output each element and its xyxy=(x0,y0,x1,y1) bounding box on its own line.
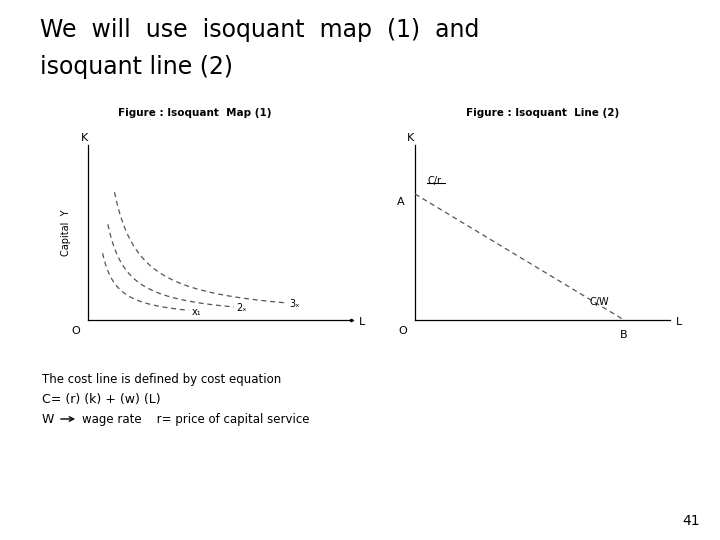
Text: O: O xyxy=(71,326,80,336)
Text: isoquant line (2): isoquant line (2) xyxy=(40,55,233,79)
Text: C/r: C/r xyxy=(427,176,441,186)
Text: B: B xyxy=(621,330,628,340)
Text: 2ₓ: 2ₓ xyxy=(236,303,247,313)
Text: wage rate    r= price of capital service: wage rate r= price of capital service xyxy=(82,413,310,426)
Text: L: L xyxy=(676,317,683,327)
Text: O: O xyxy=(398,326,407,336)
Text: L: L xyxy=(359,317,365,327)
Text: 3ₓ: 3ₓ xyxy=(289,300,300,309)
Text: W: W xyxy=(42,413,55,426)
Text: C/W: C/W xyxy=(589,297,608,307)
Text: x₁: x₁ xyxy=(192,307,201,317)
Text: A: A xyxy=(397,197,405,207)
Text: K: K xyxy=(81,133,88,143)
Text: Figure : Isoquant  Map (1): Figure : Isoquant Map (1) xyxy=(118,108,271,118)
Text: We  will  use  isoquant  map  (1)  and: We will use isoquant map (1) and xyxy=(40,18,480,42)
Text: Figure : Isoquant  Line (2): Figure : Isoquant Line (2) xyxy=(467,108,620,118)
Text: 41: 41 xyxy=(683,514,700,528)
Text: Capital  Y: Capital Y xyxy=(61,209,71,256)
Text: The cost line is defined by cost equation: The cost line is defined by cost equatio… xyxy=(42,373,282,386)
Text: C= (r) (k) + (w) (L): C= (r) (k) + (w) (L) xyxy=(42,393,161,406)
Text: K: K xyxy=(408,133,415,143)
